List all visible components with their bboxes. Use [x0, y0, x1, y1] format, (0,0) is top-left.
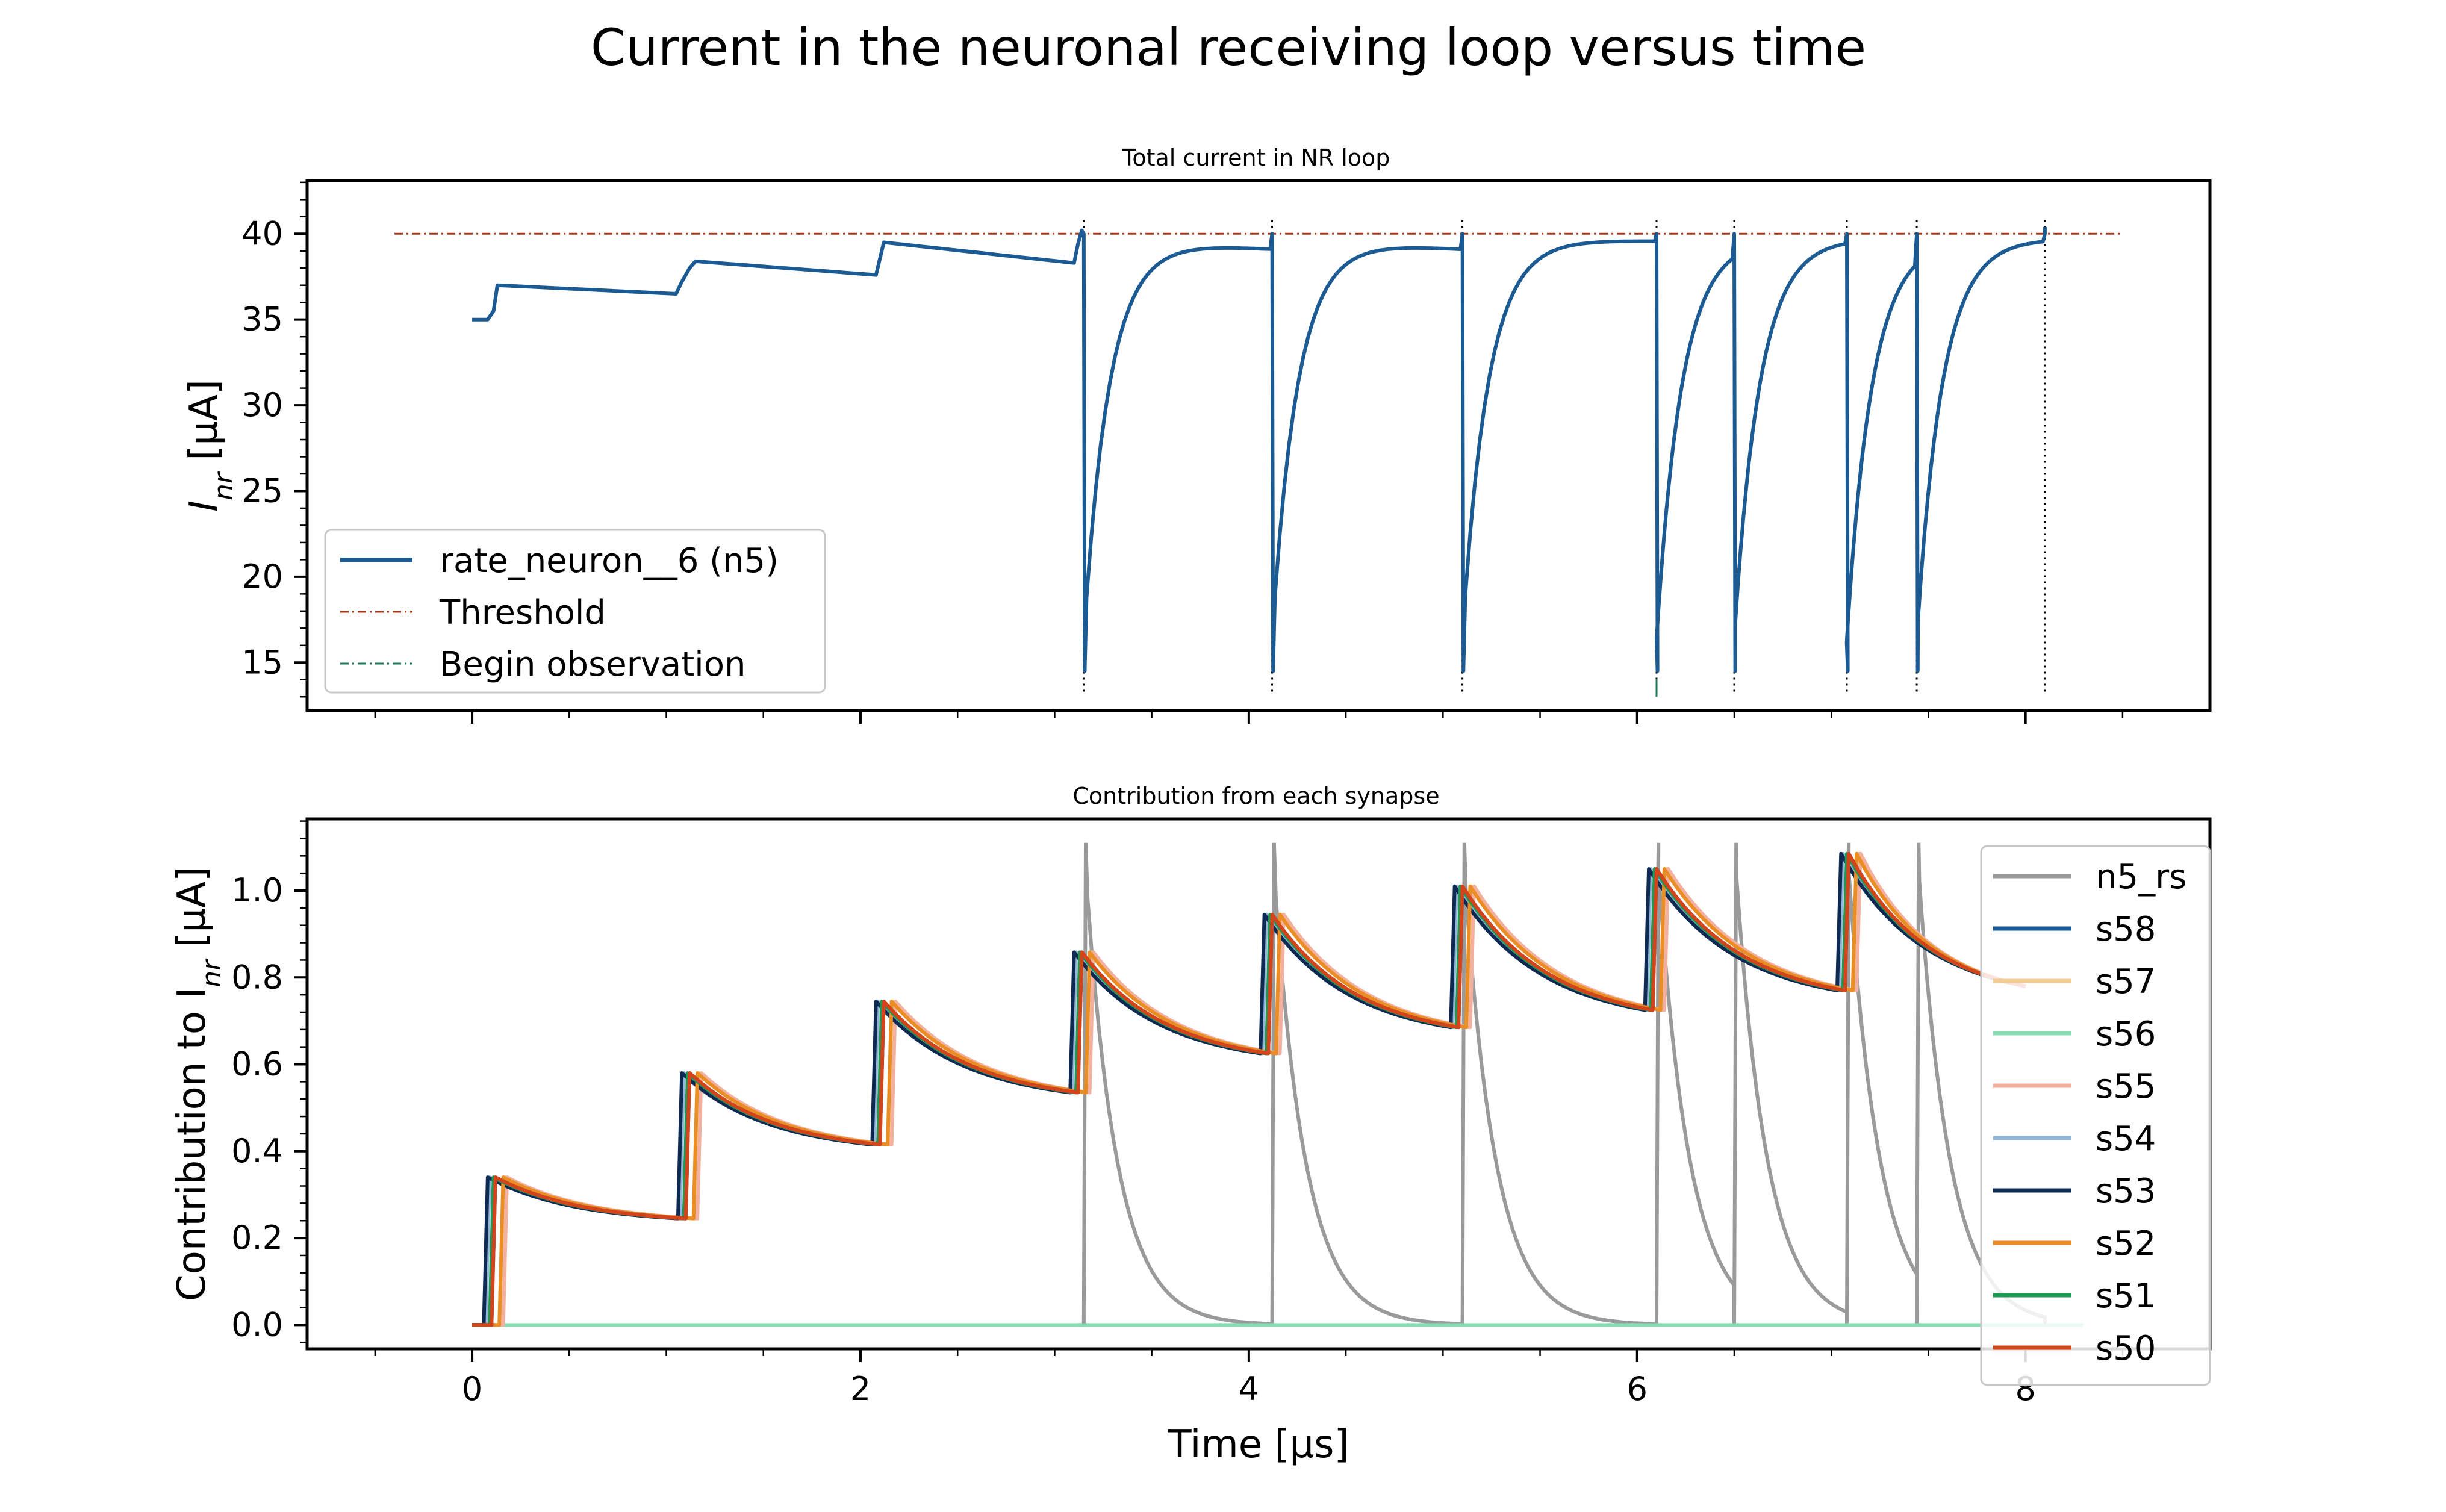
x-tick-label: 4 [1239, 1370, 1259, 1408]
y-tick-label: 0.4 [231, 1132, 283, 1170]
y-tick-label: 40 [241, 214, 283, 252]
legend-label: n5_rs [2096, 857, 2186, 897]
legend-label: s58 [2096, 910, 2156, 949]
legend-label: s52 [2096, 1224, 2156, 1263]
bottom-y-ticks: 0.0 0.2 0.4 0.6 0.8 1.0 [231, 820, 307, 1343]
top-legend-box [324, 529, 826, 694]
y-tick-label: 25 [241, 471, 283, 509]
top-panel-title: Total current in NR loop [1122, 145, 1390, 171]
top-y-axis-label: Inr [μA] [182, 379, 239, 512]
top-panel: Total current in NR loop 15 20 25 30 35 40 In… [182, 145, 2212, 724]
x-axis-label: Time [μs] [1168, 1422, 1349, 1467]
top-plot-frame [305, 179, 2212, 712]
series-n5_rs-line [1078, 842, 2047, 1327]
top-y-ticks: 15 20 25 30 35 40 [241, 181, 307, 698]
legend-label: s51 [2096, 1277, 2156, 1316]
legend-label: s54 [2096, 1119, 2156, 1159]
x-tick-label: 0 [462, 1370, 482, 1408]
bottom-y-axis-label: Contribution to Inr [μA] [170, 866, 227, 1301]
n5-current-line [472, 226, 2047, 673]
top-legend: rate_neuron__6 (n5) Threshold Begin observ… [324, 529, 826, 694]
y-tick-label: 35 [241, 300, 283, 338]
top-series-lines [394, 226, 2123, 697]
y-tick-label: 15 [241, 643, 283, 681]
y-tick-label: 0.0 [231, 1305, 283, 1343]
legend-label: s55 [2096, 1067, 2156, 1106]
x-tick-label: 6 [1627, 1370, 1648, 1408]
legend-label: Threshold [439, 593, 606, 632]
y-tick-label: 0.8 [231, 958, 283, 996]
legend-label: s56 [2096, 1015, 2156, 1054]
top-spike-markers [1083, 220, 2046, 692]
legend-label: Begin observation [440, 645, 745, 684]
y-tick-label: 0.2 [231, 1219, 283, 1257]
legend-label: s53 [2096, 1172, 2156, 1211]
y-tick-label: 1.0 [231, 871, 283, 909]
bottom-panel-title: Contribution from each synapse [1072, 783, 1439, 809]
legend-label: rate_neuron__6 (n5) [440, 541, 779, 580]
legend-label: s57 [2096, 962, 2156, 1001]
series-s50-line [472, 851, 2026, 1327]
bottom-legend: n5_rs s58 s57 s56 s55 s54 s53 s52 s51 s50 [1980, 845, 2211, 1386]
x-tick-label: 2 [850, 1370, 871, 1408]
top-x-ticks [374, 711, 2124, 724]
y-tick-label: 20 [241, 558, 283, 596]
bottom-panel: Contribution from each synapse 0.0 0.2 0.4… [170, 783, 2212, 1467]
legend-label: s50 [2096, 1329, 2156, 1368]
figure-title: Current in the neuronal receiving loop v… [591, 18, 1866, 77]
bottom-plot-frame [305, 817, 2212, 1351]
y-tick-label: 0.6 [231, 1045, 283, 1083]
bottom-series-lines [472, 842, 2084, 1327]
y-tick-label: 30 [241, 386, 283, 424]
